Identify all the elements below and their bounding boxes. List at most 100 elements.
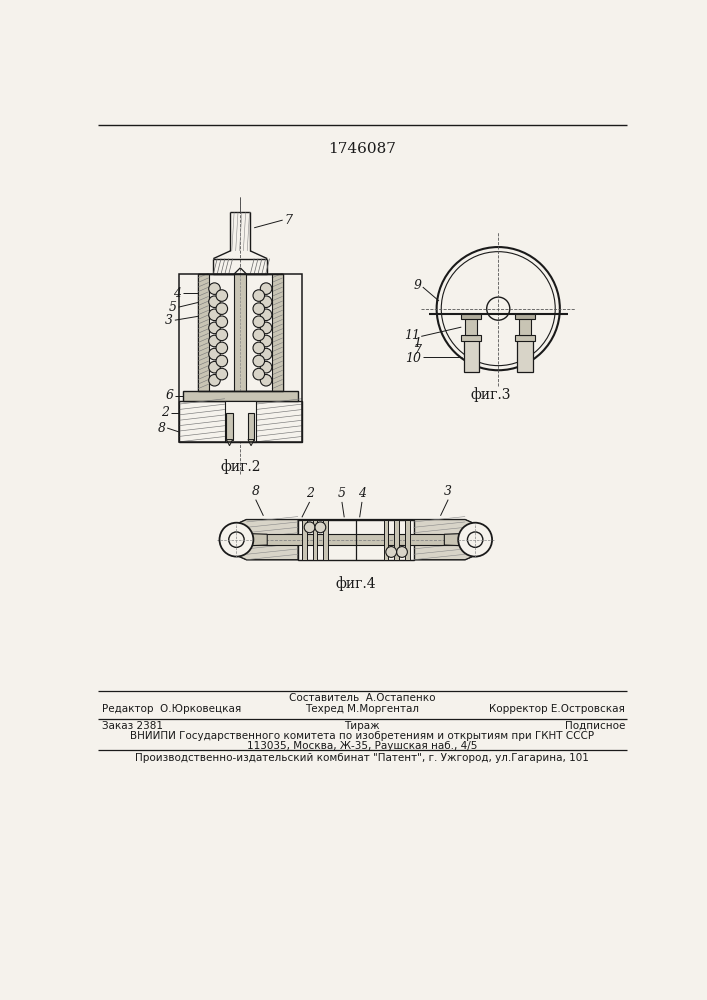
Text: 113035, Москва, Ж-35, Раушская наб., 4/5: 113035, Москва, Ж-35, Раушская наб., 4/5: [247, 741, 477, 751]
Circle shape: [397, 547, 407, 557]
Bar: [302, 520, 307, 560]
Polygon shape: [444, 533, 469, 546]
Circle shape: [209, 283, 221, 294]
Text: 3: 3: [444, 485, 452, 498]
Circle shape: [315, 522, 326, 533]
Circle shape: [216, 303, 228, 314]
Circle shape: [260, 322, 272, 334]
Text: Заказ 2381: Заказ 2381: [102, 721, 163, 731]
Circle shape: [253, 316, 264, 328]
Circle shape: [216, 290, 228, 301]
Circle shape: [216, 329, 228, 341]
Text: Подписное: Подписное: [565, 721, 625, 731]
Text: 2: 2: [161, 406, 170, 419]
Bar: [198, 274, 209, 391]
Text: 9: 9: [414, 279, 421, 292]
Text: Тираж: Тираж: [344, 721, 380, 731]
Text: Производственно-издательский комбинат "Патент", г. Ужгород, ул.Гагарина, 101: Производственно-издательский комбинат "П…: [135, 753, 589, 763]
Circle shape: [209, 374, 221, 386]
Polygon shape: [242, 533, 267, 546]
Bar: [272, 274, 283, 391]
Circle shape: [253, 290, 264, 301]
Circle shape: [216, 342, 228, 354]
Circle shape: [260, 296, 272, 307]
Circle shape: [219, 523, 253, 557]
Circle shape: [253, 303, 264, 314]
Bar: [464, 339, 479, 372]
Bar: [519, 318, 532, 335]
Circle shape: [260, 361, 272, 373]
Circle shape: [253, 329, 264, 341]
Bar: [248, 413, 254, 440]
Text: 1: 1: [414, 337, 421, 350]
Circle shape: [216, 355, 228, 367]
Text: 3: 3: [165, 314, 173, 327]
Bar: [179, 274, 302, 442]
Text: 2: 2: [305, 487, 314, 500]
Circle shape: [260, 283, 272, 294]
Circle shape: [260, 335, 272, 347]
Bar: [465, 318, 477, 335]
Bar: [461, 335, 481, 341]
Polygon shape: [226, 440, 233, 446]
Bar: [226, 413, 233, 440]
Circle shape: [304, 522, 315, 533]
Text: ВНИИПИ Государственного комитета по изобретениям и открытиям при ГКНТ СССР: ВНИИПИ Государственного комитета по изоб…: [130, 731, 594, 741]
Text: 4: 4: [173, 287, 181, 300]
Text: 5: 5: [338, 487, 346, 500]
Circle shape: [229, 532, 244, 547]
Bar: [461, 314, 481, 319]
Circle shape: [209, 296, 221, 307]
Bar: [312, 520, 317, 560]
Text: 1746087: 1746087: [328, 142, 396, 156]
Text: фиг.2: фиг.2: [220, 459, 261, 474]
Polygon shape: [225, 520, 486, 560]
Text: 8: 8: [158, 422, 165, 434]
Circle shape: [216, 316, 228, 328]
Text: фиг.3: фиг.3: [470, 387, 510, 402]
Circle shape: [209, 309, 221, 321]
Circle shape: [253, 342, 264, 354]
Text: фиг.4: фиг.4: [336, 577, 376, 591]
Circle shape: [209, 348, 221, 360]
Circle shape: [260, 374, 272, 386]
Bar: [179, 401, 302, 442]
Bar: [198, 274, 283, 391]
Bar: [515, 314, 535, 319]
Circle shape: [209, 335, 221, 347]
Text: 6: 6: [165, 389, 173, 402]
Bar: [298, 520, 414, 560]
Text: 10: 10: [405, 352, 421, 365]
Bar: [395, 520, 399, 560]
Bar: [225, 401, 256, 442]
Circle shape: [209, 361, 221, 373]
Bar: [182, 391, 298, 401]
Text: Редактор  О.Юрковецкая: Редактор О.Юрковецкая: [102, 704, 241, 714]
Bar: [515, 335, 535, 341]
Bar: [234, 274, 247, 391]
Text: 4: 4: [358, 487, 366, 500]
Text: 11: 11: [404, 329, 420, 342]
Bar: [247, 534, 465, 545]
Circle shape: [253, 368, 264, 380]
Polygon shape: [414, 520, 486, 560]
Text: 5: 5: [169, 301, 177, 314]
Bar: [383, 520, 388, 560]
Circle shape: [253, 355, 264, 367]
Text: 7: 7: [284, 214, 292, 227]
Circle shape: [260, 309, 272, 321]
Circle shape: [467, 532, 483, 547]
Text: 8: 8: [252, 485, 259, 498]
Text: Составитель  А.Остапенко: Составитель А.Остапенко: [288, 693, 436, 703]
Polygon shape: [248, 440, 254, 446]
Circle shape: [216, 368, 228, 380]
Text: Корректор Е.Островская: Корректор Е.Островская: [489, 704, 625, 714]
Bar: [324, 520, 328, 560]
Text: Техред М.Моргентал: Техред М.Моргентал: [305, 704, 419, 714]
Text: 7: 7: [414, 344, 421, 358]
Circle shape: [260, 348, 272, 360]
Bar: [518, 339, 533, 372]
Circle shape: [209, 322, 221, 334]
Bar: [405, 520, 409, 560]
Polygon shape: [225, 520, 298, 560]
